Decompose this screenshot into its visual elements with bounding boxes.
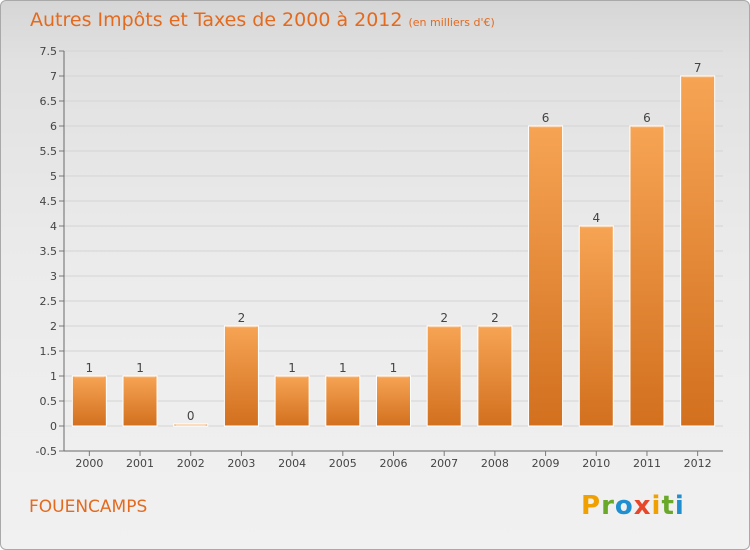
y-tick-label: 1 bbox=[50, 370, 57, 383]
bar-2001 bbox=[122, 375, 158, 427]
data-label: 6 bbox=[643, 111, 651, 125]
bar-2000 bbox=[71, 375, 107, 427]
bar-2010 bbox=[578, 225, 614, 427]
x-tick-label: 2010 bbox=[582, 457, 610, 470]
x-tick-label: 2006 bbox=[380, 457, 408, 470]
y-tick-label: 6.5 bbox=[40, 95, 58, 108]
logo-letter: x bbox=[633, 491, 652, 521]
bar-2003 bbox=[223, 325, 259, 427]
y-tick-label: 2 bbox=[50, 320, 57, 333]
bar-2007 bbox=[426, 325, 462, 427]
chart-title: Autres Impôts et Taxes de 2000 à 2012 (en… bbox=[30, 9, 495, 31]
logo-letter: r bbox=[601, 491, 615, 521]
x-tick-label: 2003 bbox=[227, 457, 255, 470]
y-tick-label: 5 bbox=[50, 170, 57, 183]
data-label: 2 bbox=[238, 311, 246, 325]
data-label: 2 bbox=[491, 311, 499, 325]
data-label: 4 bbox=[592, 211, 600, 225]
bar-2004 bbox=[274, 375, 310, 427]
y-tick-label: 7 bbox=[50, 70, 57, 83]
data-label: 1 bbox=[339, 361, 347, 375]
x-tick-label: 2012 bbox=[684, 457, 712, 470]
x-tick-label: 2009 bbox=[532, 457, 560, 470]
bar-2009 bbox=[528, 125, 564, 427]
x-tick-label: 2004 bbox=[278, 457, 306, 470]
logo-letter: o bbox=[614, 491, 634, 521]
y-tick-label: 3.5 bbox=[40, 245, 58, 258]
x-tick-label: 2001 bbox=[126, 457, 154, 470]
logo-letter: i bbox=[674, 491, 685, 521]
x-tick-label: 2005 bbox=[329, 457, 357, 470]
axes bbox=[59, 50, 723, 456]
bar-2012 bbox=[680, 75, 716, 427]
data-label: 0 bbox=[187, 409, 195, 423]
bar-2005 bbox=[325, 375, 361, 427]
data-label: 2 bbox=[440, 311, 448, 325]
logo-letter: P bbox=[581, 491, 602, 521]
y-tick-label: 6 bbox=[50, 120, 57, 133]
x-tick-label: 2008 bbox=[481, 457, 509, 470]
y-tick-label: 4 bbox=[50, 220, 57, 233]
x-tick-label: 2011 bbox=[633, 457, 661, 470]
bar-2011 bbox=[629, 125, 665, 427]
bars bbox=[71, 75, 716, 427]
logo-letter: i bbox=[651, 491, 662, 521]
data-label: 1 bbox=[390, 361, 398, 375]
data-label: 1 bbox=[288, 361, 296, 375]
y-tick-label: 3 bbox=[50, 270, 57, 283]
logo-letter: t bbox=[661, 491, 675, 521]
y-tick-label: 0 bbox=[50, 420, 57, 433]
bar-2008 bbox=[477, 325, 513, 427]
x-tick-label: 2002 bbox=[177, 457, 205, 470]
y-tick-label: 1.5 bbox=[40, 345, 58, 358]
y-tick-label: 5.5 bbox=[40, 145, 58, 158]
bar-2006 bbox=[376, 375, 411, 427]
labels: -0.5 0 0.5 1 1.5 2 2.5 3 3.5 4 4.5 5 5.5 6 6.5 7 7.5 1 200… bbox=[36, 45, 712, 470]
x-tick-label: 2007 bbox=[430, 457, 458, 470]
data-label: 1 bbox=[86, 361, 94, 375]
chart-subtitle: (en milliers d'€) bbox=[408, 16, 495, 29]
data-label: 7 bbox=[694, 61, 702, 75]
commune-name: FOUENCAMPS bbox=[29, 497, 148, 517]
x-tick-label: 2000 bbox=[75, 457, 103, 470]
y-tick-label: 0.5 bbox=[40, 395, 58, 408]
y-tick-label: -0.5 bbox=[36, 445, 57, 458]
data-label: 1 bbox=[136, 361, 144, 375]
data-label: 6 bbox=[542, 111, 550, 125]
y-tick-label: 2.5 bbox=[40, 295, 58, 308]
chart-title-text: Autres Impôts et Taxes de 2000 à 2012 bbox=[30, 9, 403, 31]
proxiti-logo: Proxiti bbox=[581, 491, 685, 521]
y-tick-label: 4.5 bbox=[40, 195, 58, 208]
y-tick-label: 7.5 bbox=[40, 45, 58, 58]
